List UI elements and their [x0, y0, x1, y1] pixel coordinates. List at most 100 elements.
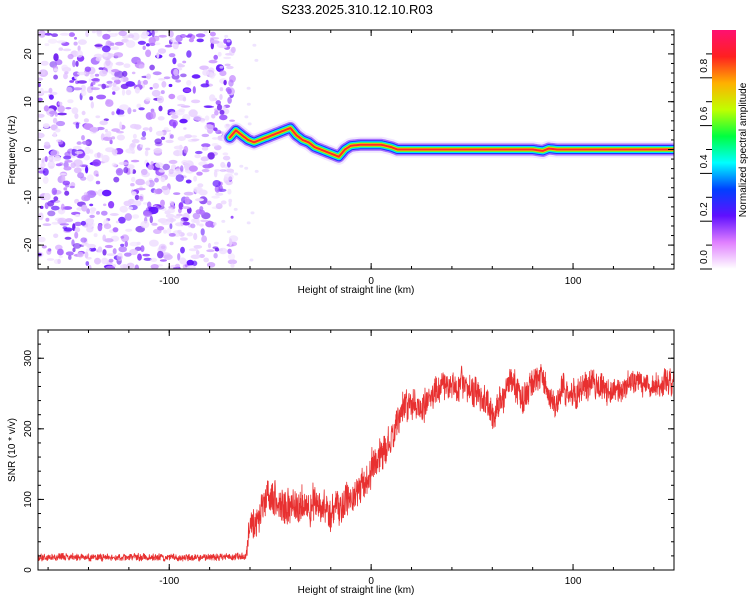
noise-blob: [200, 219, 209, 223]
noise-blob: [228, 79, 234, 87]
noise-blob: [175, 174, 184, 182]
noise-blob: [64, 190, 70, 196]
noise-blob: [120, 83, 129, 89]
noise-blob: [214, 110, 219, 116]
noise-blob: [91, 87, 100, 91]
snr-panel: -100 0 100 0 100 200 300 Height of straight li…: [7, 329, 675, 596]
noise-blob: [103, 223, 112, 230]
noise-blob: [124, 252, 132, 257]
noise-blob: [169, 111, 176, 116]
noise-blob: [219, 65, 224, 69]
noise-blob: [173, 68, 179, 77]
noise-blob: [246, 102, 251, 106]
noise-blob: [229, 119, 236, 122]
noise-blob: [138, 195, 143, 200]
snr-line: [38, 364, 674, 562]
colorbar-ticks: 0.0 0.2 0.4 0.6 0.8: [699, 53, 712, 270]
noise-blob: [157, 116, 165, 121]
noise-blob: [98, 67, 104, 70]
noise-blob: [192, 212, 201, 220]
noise-blob: [40, 162, 46, 168]
noise-blob: [81, 204, 88, 212]
colorbar-label: Normalized spectral amplitude: [738, 82, 749, 217]
noise-blob: [180, 73, 187, 78]
noise-blob: [124, 241, 128, 248]
noise-blob: [223, 173, 234, 181]
noise-blob: [230, 215, 234, 219]
noise-blob: [155, 130, 164, 136]
noise-blob: [81, 194, 91, 202]
noise-blob: [212, 180, 221, 187]
noise-blob: [218, 184, 223, 192]
noise-blob: [207, 152, 215, 160]
noise-blob: [83, 154, 91, 161]
noise-blob: [107, 30, 112, 33]
noise-blob: [55, 163, 63, 167]
noise-blob: [96, 211, 100, 215]
noise-blob: [89, 96, 94, 101]
y-tick-label: -10: [23, 190, 34, 205]
noise-blob: [86, 86, 94, 94]
noise-blob: [124, 213, 132, 221]
noise-blob: [102, 136, 113, 141]
noise-blob: [123, 63, 131, 68]
noise-blob: [62, 180, 71, 186]
noise-blob: [96, 94, 107, 100]
noise-blob: [222, 152, 229, 156]
noise-blob: [73, 159, 83, 168]
noise-blob: [135, 178, 145, 186]
noise-blob: [111, 86, 120, 92]
noise-blob: [165, 139, 174, 144]
noise-blob: [254, 169, 259, 173]
noise-blob: [90, 74, 95, 78]
x-tick-label: -100: [159, 576, 179, 587]
noise-blob: [51, 205, 60, 211]
noise-blob: [131, 139, 140, 144]
noise-blob: [195, 150, 203, 155]
noise-blob: [191, 99, 201, 104]
noise-blob: [101, 154, 110, 163]
noise-blob: [134, 86, 140, 94]
noise-blob: [179, 148, 183, 157]
noise-blob: [137, 253, 142, 261]
noise-blob: [184, 163, 191, 171]
noise-blob: [170, 134, 174, 139]
noise-blob: [166, 217, 177, 223]
noise-blob: [166, 266, 174, 269]
snr-x-axis-label: Height of straight line (km): [298, 585, 415, 596]
noise-blob: [89, 210, 95, 214]
y-tick-label: 100: [23, 491, 34, 508]
noise-blob: [201, 146, 209, 151]
noise-blob: [90, 101, 95, 109]
noise-blob: [47, 210, 56, 217]
noise-blob: [223, 79, 227, 86]
noise-blob: [76, 207, 83, 211]
noise-blob: [228, 201, 232, 207]
noise-blob: [196, 171, 203, 176]
noise-blob: [94, 44, 103, 47]
x-tick-label: -100: [159, 276, 179, 287]
noise-blob: [91, 30, 96, 34]
noise-blob: [188, 248, 199, 252]
noise-blob: [63, 187, 68, 191]
noise-blob: [49, 110, 58, 115]
noise-blob: [175, 79, 182, 83]
noise-blob: [227, 96, 232, 104]
noise-blob: [66, 86, 73, 93]
noise-blob: [183, 145, 189, 154]
noise-blob: [152, 82, 160, 89]
noise-blob: [249, 258, 254, 262]
noise-blob: [38, 77, 43, 81]
noise-blob: [115, 168, 124, 176]
noise-blob: [152, 71, 162, 76]
noise-blob: [160, 90, 165, 95]
noise-blob: [133, 200, 142, 207]
noise-blob: [69, 80, 74, 83]
noise-blob: [213, 54, 218, 60]
noise-blob: [116, 134, 125, 141]
noise-blob: [128, 34, 135, 39]
noise-blob: [217, 51, 222, 57]
noise-blob: [219, 109, 225, 115]
noise-blob: [169, 241, 174, 246]
noise-blob: [159, 259, 167, 262]
